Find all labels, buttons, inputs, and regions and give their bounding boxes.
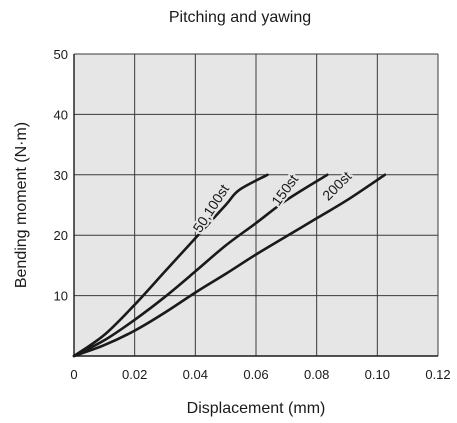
y-tick-label: 10 <box>54 289 68 304</box>
y-axis-title: Bending moment (N·m) <box>13 122 30 288</box>
x-tick-label: 0.06 <box>243 367 268 382</box>
x-tick-label: 0.04 <box>183 367 208 382</box>
chart-title: Pitching and yawing <box>169 9 311 26</box>
x-axis-title: Displacement (mm) <box>187 400 326 417</box>
x-tick-label: 0.12 <box>425 367 450 382</box>
x-tick-label: 0.02 <box>122 367 147 382</box>
y-tick-label: 30 <box>54 168 68 183</box>
series-50-100st-line <box>72 173 269 358</box>
x-tick-labels: 0 0.02 0.04 0.06 0.08 0.10 0.12 <box>70 367 450 382</box>
x-tick-label: 0.08 <box>304 367 329 382</box>
y-tick-labels: 10 20 30 40 50 <box>54 47 68 304</box>
series-lines <box>72 173 387 358</box>
y-tick-label: 50 <box>54 47 68 62</box>
x-tick-label: 0 <box>70 367 77 382</box>
y-tick-label: 20 <box>54 228 68 243</box>
series-150st-line <box>72 173 329 358</box>
grid <box>74 53 439 356</box>
series-200st-line <box>72 173 387 358</box>
x-tick-label: 0.10 <box>365 367 390 382</box>
axes <box>73 54 438 357</box>
y-tick-label: 40 <box>54 107 68 122</box>
